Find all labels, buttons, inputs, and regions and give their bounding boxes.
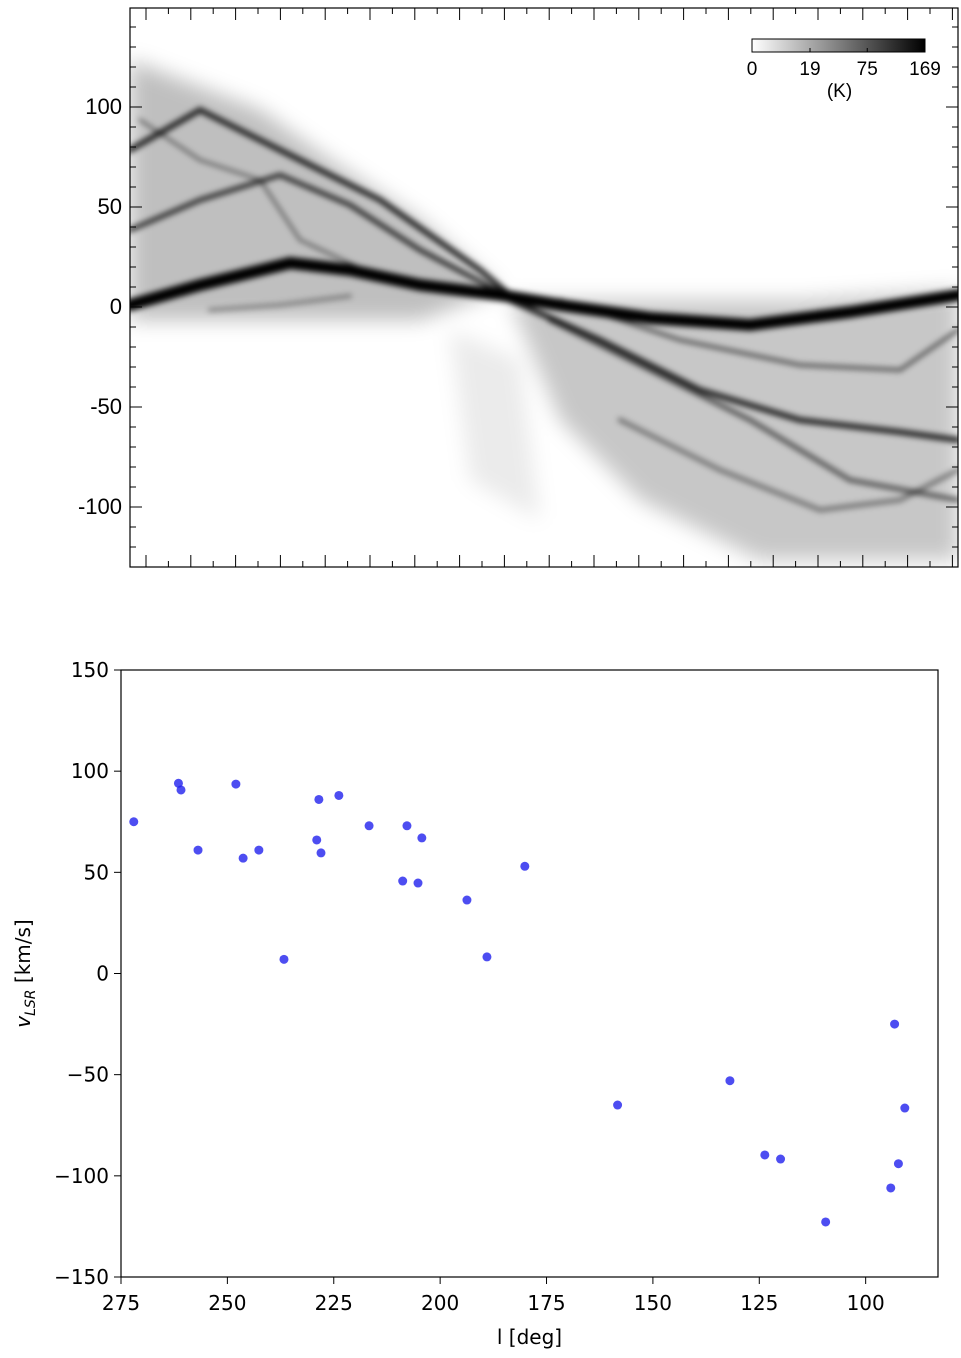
y-tick-label: 0 [110, 294, 122, 319]
y-axis-label-unit: [km/s] [11, 919, 35, 989]
point [402, 821, 412, 831]
point [900, 1103, 910, 1113]
y-tick-label: 50 [84, 860, 109, 884]
point [520, 861, 530, 871]
point [886, 1183, 896, 1193]
colorbar-tick-label: 19 [799, 59, 820, 80]
point [231, 779, 241, 789]
y-tick-label: −50 [67, 1063, 109, 1087]
x-tick-label: 150 [634, 1291, 672, 1315]
y-tick-label: 50 [98, 194, 122, 219]
point [462, 895, 472, 905]
point [129, 817, 139, 827]
pv-image [130, 60, 958, 560]
point [193, 845, 203, 855]
x-tick-label: 125 [740, 1291, 778, 1315]
point [364, 821, 374, 831]
colorbar-tick-label: 0 [747, 59, 758, 80]
y-tick-label: 150 [71, 658, 109, 682]
y-axis-label-sub: LSR [23, 989, 39, 1015]
y-axis-label: vLSR [km/s] [11, 919, 39, 1027]
colorbar-tick-label: 169 [909, 59, 941, 80]
x-tick-label: 200 [421, 1291, 459, 1315]
point [890, 1019, 900, 1029]
point [254, 845, 264, 855]
y-tick-label: 100 [71, 759, 109, 783]
point [176, 785, 186, 795]
point [238, 853, 248, 863]
x-tick-label: 275 [102, 1291, 140, 1315]
x-tick-label: 175 [527, 1291, 565, 1315]
point [417, 833, 427, 843]
point [776, 1154, 786, 1164]
point [314, 794, 324, 804]
x-tick-label: 225 [315, 1291, 353, 1315]
y-tick-label: 100 [85, 94, 122, 119]
colorbar [751, 38, 926, 53]
point [821, 1217, 831, 1227]
colorbar-tick-label: 75 [857, 59, 878, 80]
y-tick-label: −150 [54, 1265, 109, 1289]
point [725, 1076, 735, 1086]
y-tick-label: -100 [78, 494, 122, 519]
plot-frame [120, 669, 939, 1278]
point [312, 835, 322, 845]
point [316, 848, 326, 858]
x-ticks [145, 8, 953, 567]
point [893, 1159, 903, 1169]
point [613, 1100, 623, 1110]
point [413, 878, 423, 888]
x-tick-label: 100 [847, 1291, 885, 1315]
point [482, 952, 492, 962]
point [334, 790, 344, 800]
y-tick-label: -50 [90, 394, 122, 419]
point [760, 1150, 770, 1160]
x-tick-label: 250 [208, 1291, 246, 1315]
colorbar-label: (K) [827, 81, 852, 102]
x-axis-label: l [deg] [497, 1325, 562, 1349]
y-axis-label-main: v [11, 1015, 35, 1028]
point [279, 954, 289, 964]
y-tick-label: 0 [96, 962, 109, 986]
y-tick-label: −100 [54, 1164, 109, 1188]
point [398, 876, 408, 886]
